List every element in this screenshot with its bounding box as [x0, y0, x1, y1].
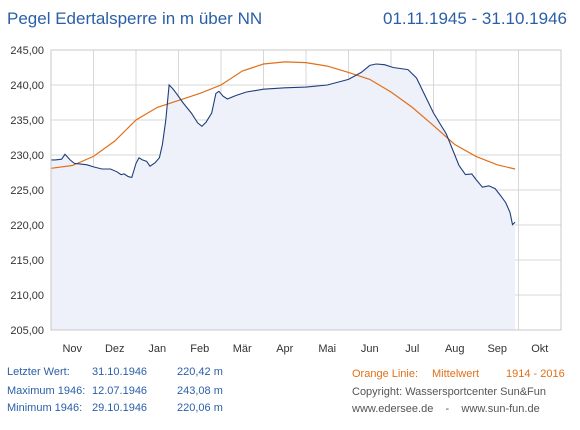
y-tick-label: 205,00: [10, 325, 44, 337]
x-tick-label: Jan: [148, 343, 166, 355]
last-value-amount: 220,42 m: [177, 366, 223, 378]
x-tick-label: Jun: [361, 343, 379, 355]
x-tick-label: Apr: [276, 343, 293, 355]
y-tick-label: 220,00: [10, 220, 44, 232]
min-date: 29.10.1946: [92, 402, 148, 414]
y-tick-label: 230,00: [10, 150, 44, 162]
x-tick-label: Nov: [62, 343, 82, 355]
level-area: [51, 64, 516, 330]
chart-title: Pegel Edertalsperre in m über NN: [7, 9, 263, 28]
x-tick-label: Sep: [487, 343, 507, 355]
y-tick-label: 225,00: [10, 185, 44, 197]
y-tick-label: 215,00: [10, 255, 44, 267]
legend-series-name: Mittelwert: [432, 368, 480, 380]
plot-frame: [50, 49, 562, 331]
website-links: www.edersee.de - www.sun-fun.de: [352, 403, 540, 415]
x-tick-label: Aug: [445, 343, 465, 355]
y-tick-label: 245,00: [10, 45, 44, 57]
y-tick-label: 235,00: [10, 115, 44, 127]
last-value-date: 31.10.1946: [92, 366, 148, 378]
legend-prefix: Orange Linie:: [352, 368, 419, 380]
max-date: 12.07.1946: [92, 385, 148, 397]
legend-years: 1914 - 2016: [506, 368, 565, 380]
min-value: 220,06 m: [177, 402, 223, 414]
level-chart: 205,00 210,00 215,00 220,00 225,00 230,00 235,…: [10, 45, 562, 355]
copyright: Copyright: Wassersportcenter Sun&Fun: [352, 386, 547, 398]
x-tick-label: Okt: [531, 343, 548, 355]
min-label: Minimum 1946:: [7, 402, 83, 414]
level-line: [51, 63, 516, 226]
y-tick-label: 240,00: [10, 80, 44, 92]
max-label: Maximum 1946:: [7, 385, 86, 397]
x-tick-label: Mär: [233, 343, 252, 355]
x-tick-label: Feb: [190, 343, 209, 355]
mean-line: [50, 61, 516, 170]
date-range: 01.11.1945 - 31.10.1946: [382, 9, 567, 28]
x-tick-label: Jul: [405, 343, 419, 355]
x-tick-label: Dez: [105, 343, 125, 355]
y-tick-label: 210,00: [10, 290, 44, 302]
last-value-label: Letzter Wert:: [7, 366, 70, 378]
x-tick-label: Mai: [318, 343, 336, 355]
max-value: 243,08 m: [177, 385, 223, 397]
